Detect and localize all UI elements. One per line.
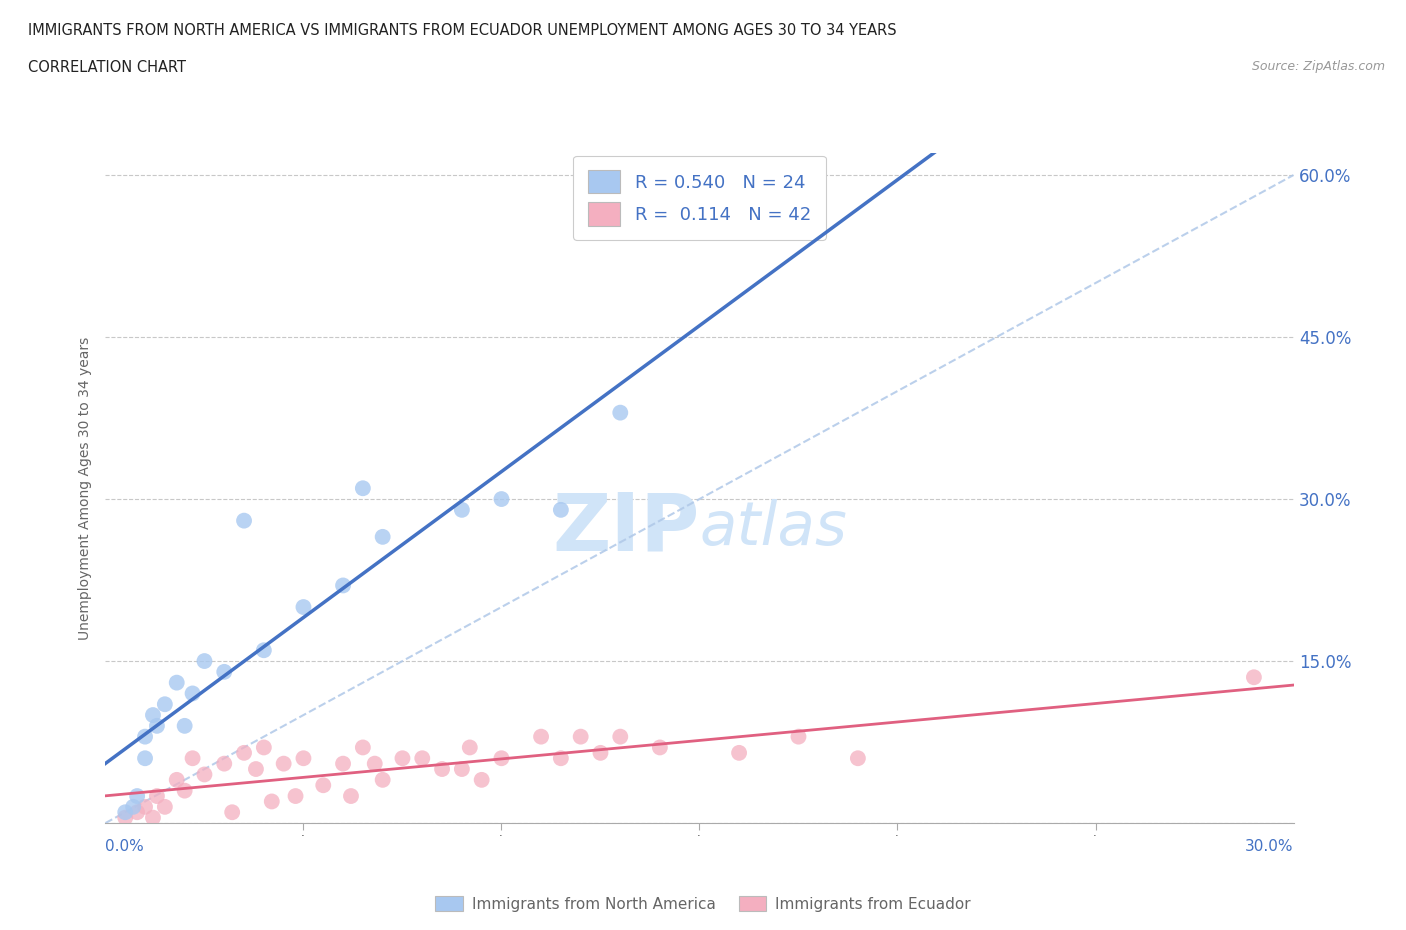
Point [260,794,283,809]
Point [430,762,453,777]
Point [122,800,145,815]
Point [458,740,481,755]
Point [364,756,387,771]
Legend: Immigrants from North America, Immigrants from Ecuador: Immigrants from North America, Immigrant… [429,889,977,918]
Point [166,675,188,690]
Point [352,740,374,755]
Point [648,740,671,755]
Point [142,708,165,723]
Point [273,756,295,771]
Point [153,697,176,711]
Point [609,729,631,744]
Y-axis label: Unemployment Among Ages 30 to 34 years: Unemployment Among Ages 30 to 34 years [79,337,93,640]
Point [550,751,572,765]
Point [530,729,553,744]
Point [245,762,267,777]
Point [292,600,315,615]
Point [292,751,315,765]
Text: IMMIGRANTS FROM NORTH AMERICA VS IMMIGRANTS FROM ECUADOR UNEMPLOYMENT AMONG AGES: IMMIGRANTS FROM NORTH AMERICA VS IMMIGRA… [28,23,897,38]
Point [193,654,215,669]
Point [181,751,204,765]
Text: atlas: atlas [700,498,848,558]
Point [450,762,472,777]
Point [173,783,195,798]
Point [193,767,215,782]
Point [114,810,136,825]
Point [221,804,243,819]
Point [471,773,494,788]
Point [391,751,413,765]
Point [491,492,513,507]
Point [166,773,188,788]
Point [214,664,236,679]
Legend: R = 0.540   N = 24, R =  0.114   N = 42: R = 0.540 N = 24, R = 0.114 N = 42 [574,156,825,240]
Point [411,751,433,765]
Text: 30.0%: 30.0% [1246,839,1294,854]
Point [846,751,869,765]
Point [491,751,513,765]
Point [332,756,354,771]
Point [550,502,572,517]
Text: Source: ZipAtlas.com: Source: ZipAtlas.com [1251,60,1385,73]
Point [214,756,236,771]
Point [127,804,149,819]
Point [173,718,195,733]
Point [253,740,276,755]
Point [181,686,204,701]
Point [284,789,307,804]
Point [134,729,156,744]
Point [609,405,631,420]
Point [371,529,394,544]
Point [134,800,156,815]
Point [728,746,751,761]
Point [450,502,472,517]
Text: ZIP: ZIP [553,489,700,567]
Point [153,800,176,815]
Point [127,789,149,804]
Point [312,777,335,792]
Point [371,773,394,788]
Point [352,481,374,496]
Point [146,789,169,804]
Point [253,643,276,658]
Text: 0.0%: 0.0% [105,839,145,854]
Point [589,746,612,761]
Text: CORRELATION CHART: CORRELATION CHART [28,60,186,75]
Point [332,578,354,593]
Point [569,729,592,744]
Point [340,789,363,804]
Point [142,810,165,825]
Point [233,746,256,761]
Point [787,729,810,744]
Point [233,513,256,528]
Point [1243,670,1265,684]
Point [134,751,156,765]
Point [114,804,136,819]
Point [146,718,169,733]
Point [787,221,810,236]
